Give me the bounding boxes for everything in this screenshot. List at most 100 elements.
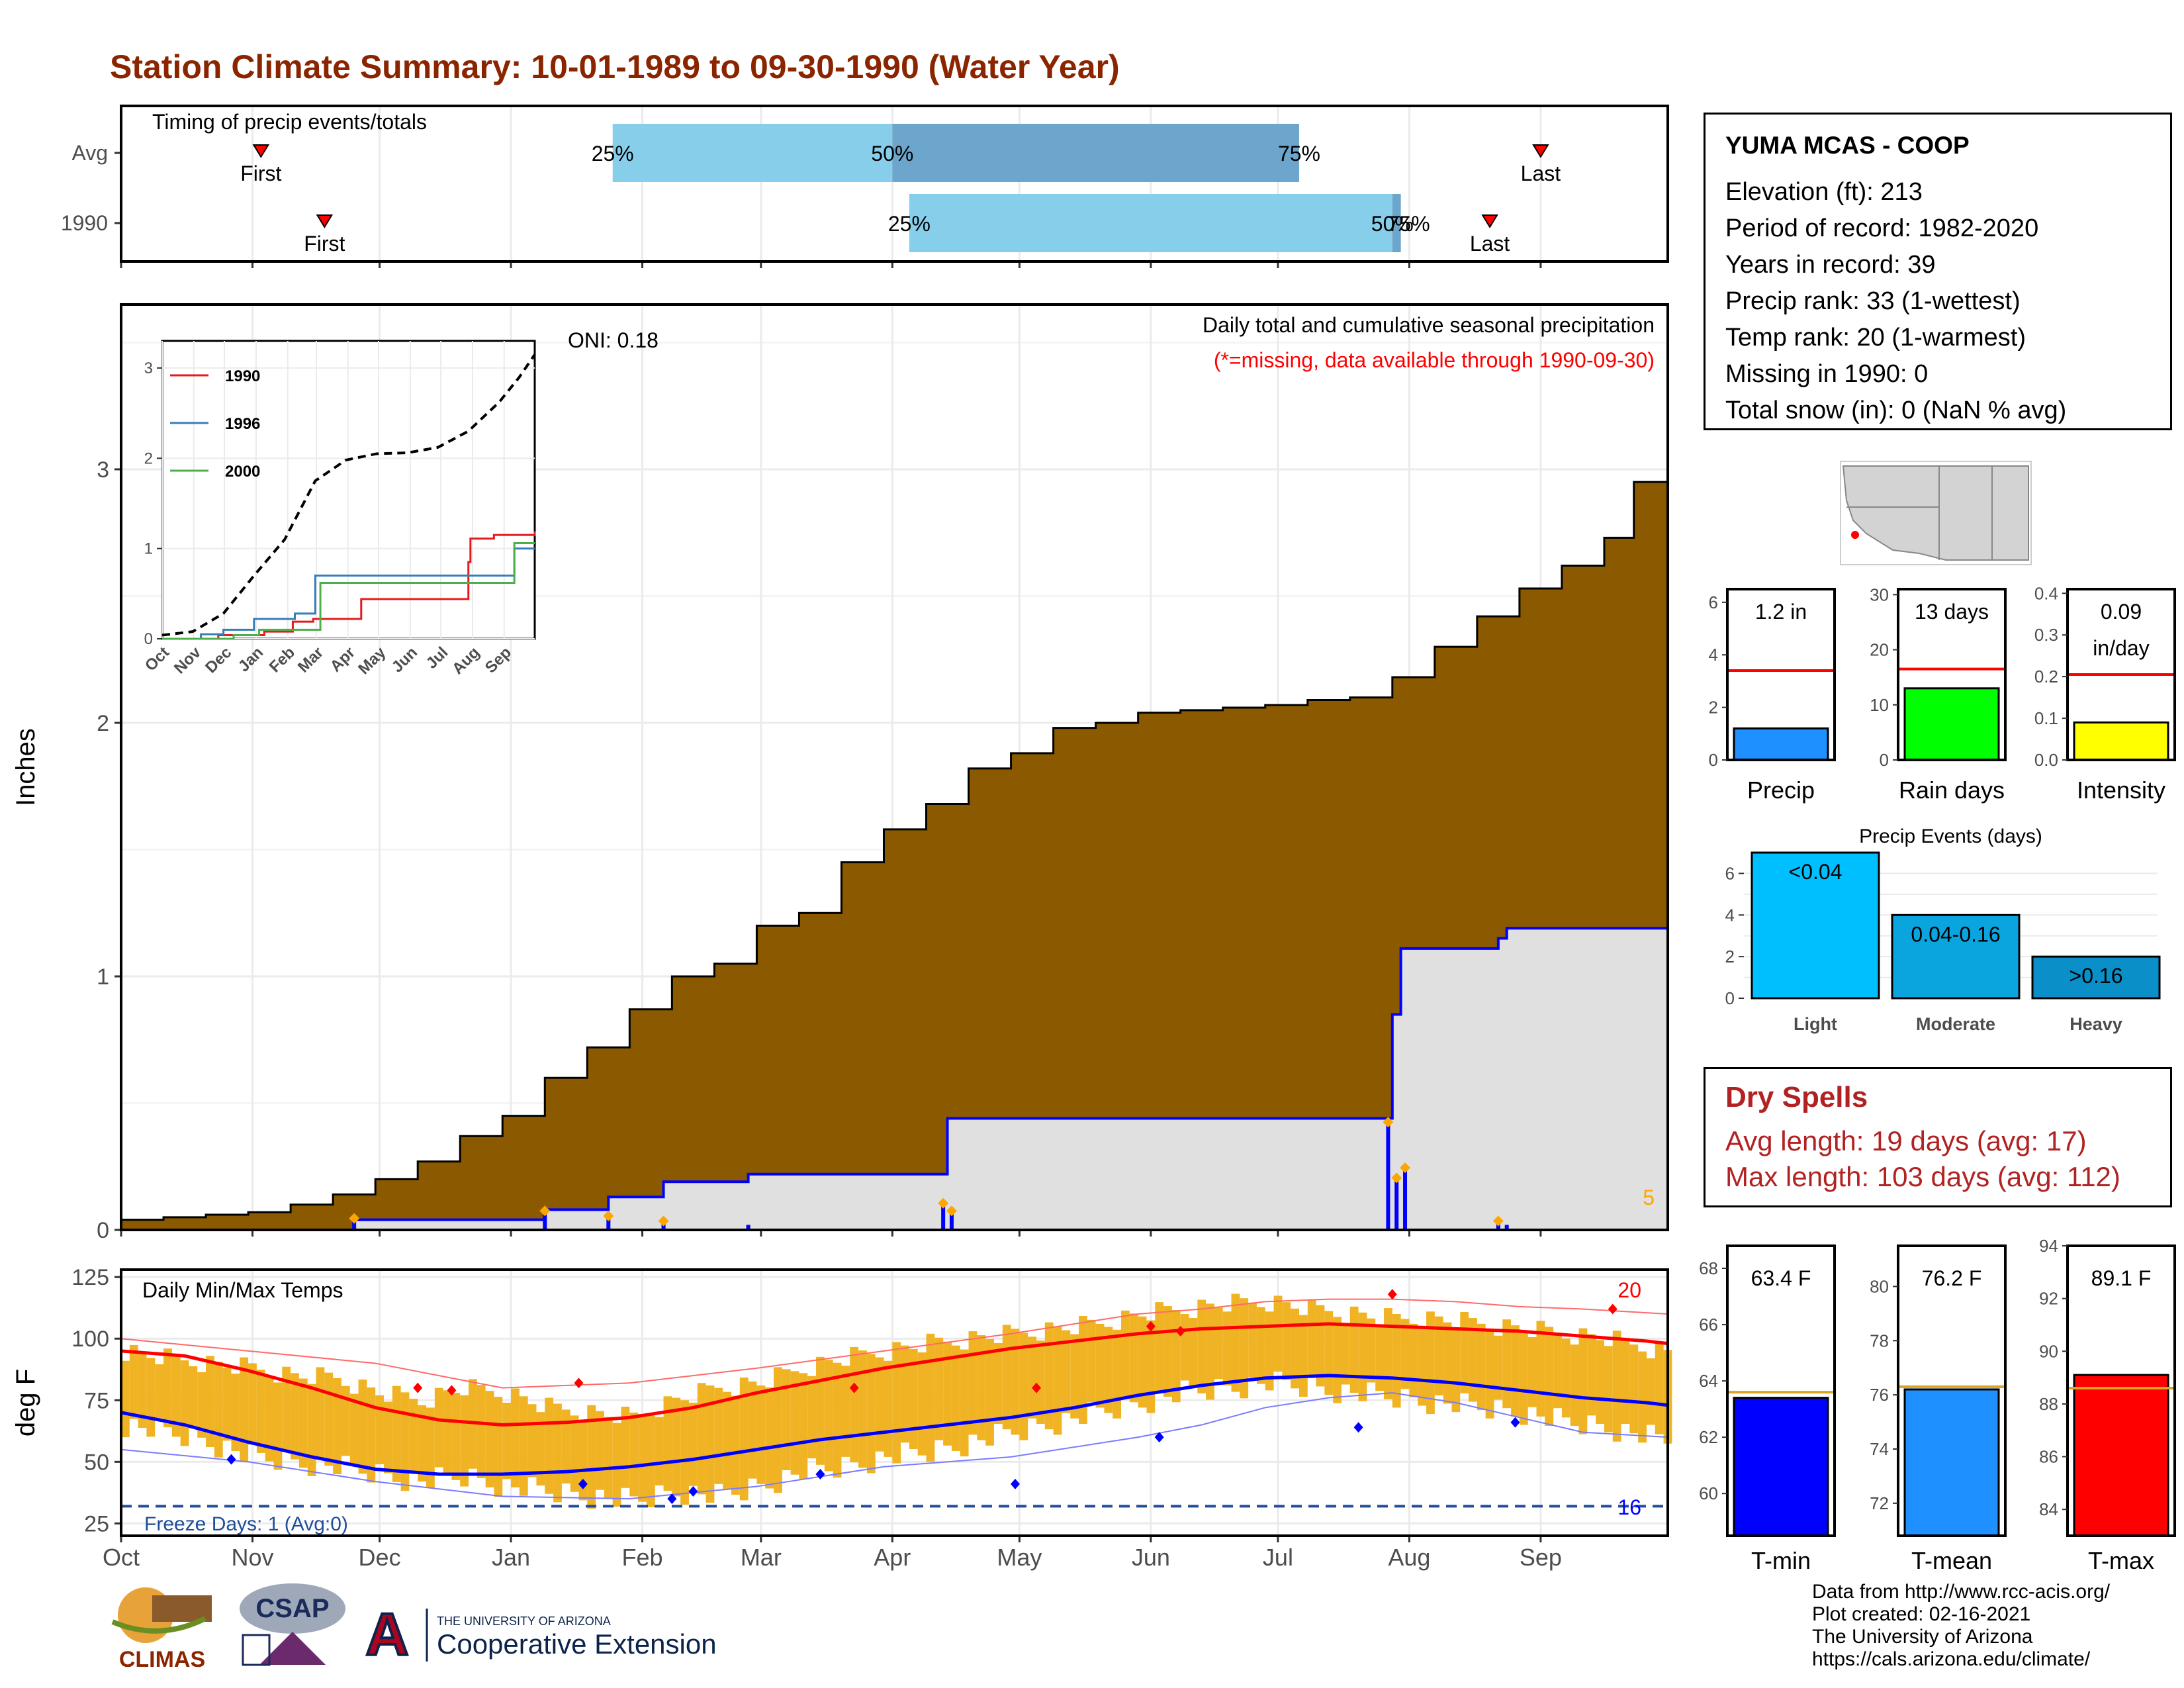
climas-logo: CLIMAS bbox=[111, 1587, 212, 1672]
record-high-marker-icon bbox=[1175, 1326, 1185, 1337]
daily-temp-bar bbox=[1578, 1328, 1588, 1434]
daily-temp-bar bbox=[850, 1346, 859, 1463]
timing-marker-icon bbox=[1481, 214, 1498, 228]
dry-spells-avg: Avg length: 19 days (avg: 17) bbox=[1725, 1125, 2087, 1156]
month-label: Jul bbox=[1263, 1544, 1293, 1571]
corner-count: 5 bbox=[1643, 1186, 1655, 1209]
daily-temp-bar bbox=[672, 1397, 681, 1497]
daily-temp-bar bbox=[1418, 1329, 1427, 1406]
credit-line: The University of Arizona bbox=[1812, 1626, 2033, 1648]
station-info-box: YUMA MCAS - COOP Elevation (ft): 213 Peri… bbox=[1704, 113, 2172, 430]
y-tick-label: 0.0 bbox=[2034, 750, 2058, 770]
raindays-panel-xlabel: Rain days bbox=[1899, 776, 2005, 804]
station-marker-icon bbox=[1851, 531, 1859, 539]
daily-precip-marker-icon bbox=[1492, 1215, 1504, 1227]
daily-temp-bar bbox=[129, 1344, 138, 1419]
y-tick-label: 64 bbox=[1699, 1371, 1718, 1391]
timing-marker-label: Last bbox=[1470, 232, 1510, 256]
y-tick-label: 94 bbox=[2039, 1236, 2058, 1256]
daily-temp-bar bbox=[1638, 1351, 1647, 1443]
daily-temp-bar bbox=[256, 1370, 265, 1453]
dry-spells-max: Max length: 103 days (avg: 112) bbox=[1725, 1161, 2120, 1192]
csap-mountain-icon bbox=[259, 1632, 326, 1665]
daily-temp-bar bbox=[884, 1360, 893, 1457]
station-info-line: Total snow (in): 0 (NaN % avg) bbox=[1725, 397, 2067, 424]
y-tick-label: 78 bbox=[1870, 1331, 1889, 1350]
daily-temp-bar bbox=[756, 1385, 766, 1484]
daily-temp-bar bbox=[527, 1404, 537, 1477]
precip-legend-title: Daily total and cumulative seasonal prec… bbox=[1203, 313, 1655, 337]
daily-temp-bar bbox=[934, 1337, 944, 1440]
daily-temp-bar bbox=[1434, 1316, 1443, 1395]
temps-ylabel: deg F bbox=[11, 1369, 40, 1436]
daily-temp-bar bbox=[833, 1362, 842, 1478]
daily-temp-bar bbox=[1256, 1307, 1265, 1384]
daily-temp-bar bbox=[1138, 1316, 1147, 1408]
y-tick-label: 20 bbox=[1870, 640, 1889, 660]
timing-pct-label: 50% bbox=[871, 142, 913, 165]
daily-temp-bar bbox=[1265, 1311, 1274, 1391]
daily-temp-bar bbox=[502, 1403, 512, 1479]
daily-temp-bar bbox=[587, 1405, 596, 1509]
daily-temp-bar bbox=[333, 1378, 341, 1474]
daily-precip-bar bbox=[1386, 1123, 1390, 1230]
record-min-line bbox=[120, 1392, 1668, 1500]
daily-temp-bar bbox=[536, 1412, 545, 1486]
daily-temp-bar bbox=[1621, 1337, 1630, 1425]
daily-precip-marker-icon bbox=[946, 1205, 957, 1217]
daily-precip-marker-icon bbox=[1383, 1117, 1394, 1128]
tmin-panel-frame bbox=[1726, 1244, 1836, 1537]
y-tick-label: 84 bbox=[2039, 1499, 2058, 1519]
daily-temp-bar bbox=[1409, 1323, 1418, 1397]
daily-temp-bar bbox=[1349, 1306, 1359, 1393]
y-tick-label: 2 bbox=[1709, 698, 1718, 718]
tmax-value-label: 89.1 F bbox=[2091, 1266, 2152, 1290]
daily-temp-bar bbox=[1155, 1302, 1164, 1391]
oni-label: ONI: 0.18 bbox=[568, 328, 659, 352]
station-info-line: Precip rank: 33 (1-wettest) bbox=[1725, 287, 2021, 315]
daily-temp-bar bbox=[985, 1338, 994, 1446]
daily-temp-bar bbox=[316, 1367, 325, 1458]
daily-temp-bar bbox=[1646, 1358, 1655, 1425]
daily-temp-bar bbox=[1163, 1306, 1172, 1397]
daily-temp-bar bbox=[1240, 1298, 1249, 1399]
daily-temp-bar bbox=[426, 1407, 435, 1488]
daily-temp-bar bbox=[1121, 1310, 1130, 1397]
record-low-marker-icon bbox=[815, 1468, 825, 1479]
daily-precip-marker-icon bbox=[1391, 1172, 1402, 1184]
inset-y-label: 1 bbox=[144, 540, 153, 558]
y-tick-label: 1 bbox=[97, 964, 109, 990]
intensity-panel-frame bbox=[2066, 588, 2176, 761]
credit-line: Plot created: 02-16-2021 bbox=[1812, 1603, 2031, 1625]
y-tick-label: 4 bbox=[1709, 645, 1718, 665]
daily-temp-bar bbox=[1307, 1299, 1316, 1378]
daily-temp-bar bbox=[782, 1369, 791, 1470]
daily-precip-marker-icon bbox=[658, 1215, 669, 1227]
daily-temp-bar bbox=[1358, 1312, 1367, 1401]
event-bar bbox=[2031, 955, 2161, 1000]
daily-temp-bar bbox=[596, 1411, 604, 1490]
daily-precip-marker-icon bbox=[938, 1197, 949, 1209]
y-tick-label: 0 bbox=[1709, 750, 1718, 770]
y-tick-label: 50 bbox=[84, 1450, 109, 1475]
daily-temp-bar bbox=[1519, 1331, 1528, 1425]
daily-temp-bar bbox=[1553, 1333, 1562, 1409]
timing-pct-label: 75% bbox=[1388, 212, 1430, 236]
daily-temp-bar bbox=[460, 1395, 469, 1487]
daily-temp-bar bbox=[697, 1383, 706, 1495]
daily-precip-bar bbox=[606, 1217, 611, 1230]
timing-bar-q2 bbox=[1392, 194, 1401, 252]
y-tick-label: 0 bbox=[1880, 750, 1889, 770]
month-label: Feb bbox=[622, 1544, 663, 1571]
timing-bar-q1 bbox=[612, 124, 893, 182]
record-high-marker-icon bbox=[574, 1378, 584, 1389]
daily-temp-bar bbox=[1367, 1318, 1376, 1383]
tmin-value-label: 63.4 F bbox=[1751, 1266, 1811, 1290]
timing-bar-q2 bbox=[892, 124, 1299, 182]
climas-swoosh-icon bbox=[111, 1616, 206, 1634]
daily-temp-bar bbox=[1248, 1302, 1257, 1378]
daily-temp-bar bbox=[1443, 1322, 1452, 1404]
daily-temp-bar bbox=[511, 1388, 520, 1488]
daily-temp-bar bbox=[1604, 1346, 1613, 1432]
daily-temp-bar bbox=[155, 1364, 164, 1419]
